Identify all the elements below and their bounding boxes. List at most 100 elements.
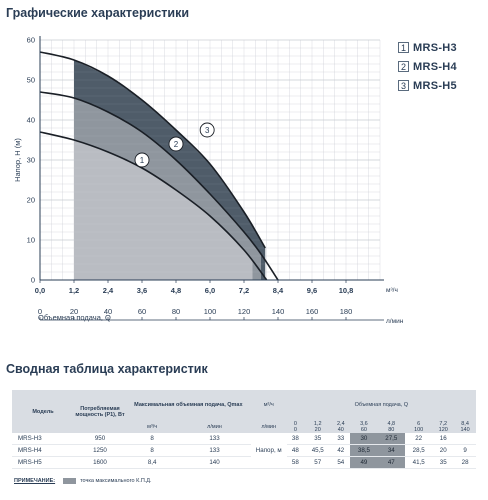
cell-qmax-m3h: 8,4 [126, 456, 179, 469]
cell-model: MRS-H4 [12, 444, 74, 457]
chart-heading: Графические характеристики [6, 6, 190, 20]
cell-head: 9 [454, 444, 476, 457]
legend-number: 1 [398, 42, 409, 53]
curve-series-3 [39, 51, 266, 249]
header-flow-col: 2,4 40 [331, 420, 351, 433]
header-flow-col: 8,4 140 [454, 420, 476, 433]
x-tick-label-lmin: 40 [104, 307, 112, 316]
header-flow-col: 4,8 80 [377, 420, 405, 433]
y-tick-label: 30 [27, 156, 35, 165]
header-qmax: Максимальная объемная подача, Qmax [126, 390, 251, 420]
header-model: Модель [12, 390, 74, 433]
x-tick-label: 8,4 [273, 286, 284, 295]
summary-table: Модель Потребляемая мощность (P1), Вт Ма… [12, 390, 476, 469]
cell-head [454, 433, 476, 445]
curve-marker-2 [168, 136, 184, 152]
curve-marker-label: 2 [174, 140, 179, 149]
header-flow-unit-m3h: м³/ч [250, 390, 287, 420]
x-tick-label: 3,6 [137, 286, 147, 295]
header-flow-col: 6 100 [404, 420, 433, 433]
cell-head: 38 [286, 433, 305, 445]
legend-item-3: 3 MRS-H5 [398, 76, 457, 95]
x-unit-bottom: л/мин [386, 318, 404, 325]
x-tick-label: 2,4 [103, 286, 114, 295]
curve-series-1 [39, 131, 268, 281]
cell-head: 42 [331, 444, 351, 457]
cell-power: 1250 [74, 444, 126, 457]
x-tick-label-lmin: 20 [70, 307, 78, 316]
header-power: Потребляемая мощность (P1), Вт [74, 390, 126, 433]
header-flow-col: 1,2 20 [304, 420, 332, 433]
cell-head: 57 [304, 456, 332, 469]
x-tick-label: 0,0 [35, 286, 45, 295]
table-row: MRS-H4 1250 8 133 48 45,5 42 38,5 34 28,… [12, 444, 476, 457]
x-tick-label: 7,2 [239, 286, 249, 295]
y-tick-label: 20 [27, 196, 35, 205]
cell-model: MRS-H5 [12, 456, 74, 469]
cell-head: 28,5 [404, 444, 433, 457]
cell-head: 35 [304, 433, 332, 445]
shaded-region-1 [74, 140, 253, 280]
cell-power: 1600 [74, 456, 126, 469]
header-flow-col: 3,6 60 [350, 420, 378, 433]
x-tick-label-lmin: 80 [172, 307, 180, 316]
x-tick-label-lmin: 180 [340, 307, 353, 316]
y-tick-label: 50 [27, 76, 35, 85]
legend-number: 3 [398, 80, 409, 91]
cell-head: 22 [404, 433, 433, 445]
legend-item-2: 2 MRS-H4 [398, 57, 457, 76]
table-header-row: Модель Потребляемая мощность (P1), Вт Ма… [12, 390, 476, 433]
cell-head-highlight: 27,5 [377, 433, 405, 445]
x-tick-label: 10,8 [339, 286, 354, 295]
note-label: ПРИМЕЧАНИЕ: [14, 478, 56, 484]
cell-head-highlight: 47 [377, 456, 405, 469]
table-row: MRS-H3 950 8 133 Напор, м 38 35 33 30 27… [12, 433, 476, 469]
chart-legend: 1 MRS-H3 2 MRS-H4 3 MRS-H5 [398, 38, 457, 95]
curve-marker-label: 1 [140, 156, 145, 165]
x-axis-label: Объемная подача, Q [38, 313, 111, 322]
x-tick-label: 4,8 [171, 286, 181, 295]
table-heading: Сводная таблица характеристик [6, 362, 208, 376]
y-tick-label: 60 [27, 36, 35, 45]
legend-item-1: 1 MRS-H3 [398, 38, 457, 57]
curve-marker-label: 3 [205, 126, 210, 135]
header-qmax-unit-lmin: л/мин [178, 420, 251, 433]
cell-qmax-lmin: 133 [178, 433, 251, 445]
legend-label: MRS-H4 [413, 60, 457, 73]
note-text: точка максимального К.П.Д. [80, 478, 152, 484]
cell-power: 950 [74, 433, 126, 445]
y-tick-label: 0 [31, 276, 35, 285]
header-flow-col: 7,2 120 [432, 420, 455, 433]
x-tick-label: 1,2 [69, 286, 79, 295]
legend-number: 2 [398, 61, 409, 72]
y-tick-label: 40 [27, 116, 35, 125]
header-flow: Объемная подача, Q [286, 390, 476, 420]
x-tick-label-lmin: 160 [306, 307, 319, 316]
legend-label: MRS-H5 [413, 79, 457, 92]
curve-marker-3 [199, 122, 215, 138]
curve-marker-1 [134, 152, 150, 168]
cell-head-highlight: 49 [350, 456, 378, 469]
cell-head: 16 [432, 433, 455, 445]
x-tick-label-lmin: 140 [272, 307, 285, 316]
y-axis-label: Напор, Н (м) [13, 138, 22, 182]
cell-head: 28 [454, 456, 476, 469]
cell-head: 58 [286, 456, 305, 469]
header-qmax-unit-m3h: м³/ч [126, 420, 179, 433]
cell-head: 54 [331, 456, 351, 469]
x-tick-label-lmin: 0 [38, 307, 42, 316]
y-tick-label: 10 [27, 236, 35, 245]
cell-head: 45,5 [304, 444, 332, 457]
x-unit-top: м³/ч [386, 287, 398, 294]
cell-model: MRS-H3 [12, 433, 74, 445]
cell-head-highlight: 38,5 [350, 444, 378, 457]
cell-head: 48 [286, 444, 305, 457]
cell-head: 20 [432, 444, 455, 457]
cell-head-label: Напор, м [250, 433, 287, 469]
cell-qmax-m3h: 8 [126, 444, 179, 457]
cell-head: 35 [432, 456, 455, 469]
legend-label: MRS-H3 [413, 41, 457, 54]
